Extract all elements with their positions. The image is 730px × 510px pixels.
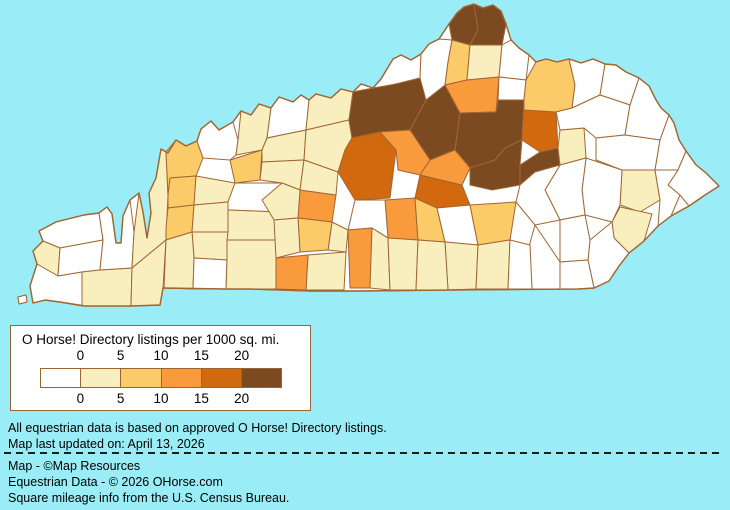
legend-swatch (160, 368, 202, 388)
county-shape (559, 214, 591, 263)
county-shape (275, 254, 309, 291)
legend-tick-label: 20 (234, 391, 250, 406)
county-shape (163, 231, 195, 290)
county-shape (475, 239, 511, 290)
county-shape (167, 175, 197, 209)
county-shape (654, 169, 681, 227)
legend-tick-label: 10 (153, 348, 169, 363)
legend-colorbar (40, 368, 283, 388)
county-shape (17, 294, 28, 305)
county-shape (497, 76, 527, 101)
county-shape (419, 149, 471, 186)
county-shape (387, 237, 419, 291)
county-shape (444, 241, 479, 291)
legend-tick-label: 5 (116, 348, 125, 363)
county-shape (347, 227, 373, 289)
legend-swatch (120, 368, 162, 388)
county-shape (581, 157, 623, 223)
county-shape (559, 259, 595, 290)
county-shape (299, 159, 339, 196)
county-shape (305, 251, 347, 291)
legend-swatch (40, 368, 82, 388)
separator-dashed-line (4, 452, 722, 454)
legend-tick-label: 10 (153, 391, 169, 406)
legend-tick-label: 20 (234, 348, 250, 363)
legend-title: O Horse! Directory listings per 1000 sq.… (22, 332, 280, 347)
county-shape (469, 201, 517, 246)
legend-swatch (80, 368, 122, 388)
legend-swatch (200, 368, 242, 388)
footnote-last-updated: Map last updated on: April 13, 2026 (8, 437, 205, 451)
county-shape (444, 76, 500, 114)
county-shape (369, 227, 391, 291)
county-shape (225, 239, 279, 290)
legend-box: O Horse! Directory listings per 1000 sq.… (10, 325, 311, 411)
legend-tick-label: 0 (76, 348, 85, 363)
county-shape (498, 39, 530, 81)
county-shape (81, 267, 133, 307)
county-shape (297, 189, 337, 223)
legend-tick-label: 15 (193, 348, 209, 363)
county-shape (191, 231, 229, 261)
county-shape (297, 217, 333, 253)
footnote-data-source: All equestrian data is based on approved… (8, 421, 387, 435)
county-shape (507, 239, 533, 290)
legend-tick-label: 0 (76, 391, 85, 406)
county-shape (98, 199, 135, 271)
credit-map-source: Map - ©Map Resources (8, 459, 141, 473)
county-shape (337, 131, 397, 201)
county-shape (515, 164, 561, 226)
county-shape (273, 217, 301, 259)
county-shape (384, 197, 419, 241)
county-shape (192, 257, 228, 290)
legend-tick-label: 5 (116, 391, 125, 406)
county-shape (466, 44, 503, 81)
legend-swatch (240, 368, 283, 388)
legend-ticks-top: 0 5 10 15 20 (11, 348, 310, 363)
legend-tick-label: 15 (193, 391, 209, 406)
legend-ticks-bottom: 0 5 10 15 20 (11, 391, 310, 406)
county-shape (191, 201, 229, 233)
credit-equestrian-data: Equestrian Data - © 2026 OHorse.com (8, 475, 223, 489)
county-shape (415, 239, 449, 291)
credit-square-mileage: Square mileage info from the U.S. Census… (8, 491, 290, 505)
state-border-overlay (29, 3, 720, 307)
